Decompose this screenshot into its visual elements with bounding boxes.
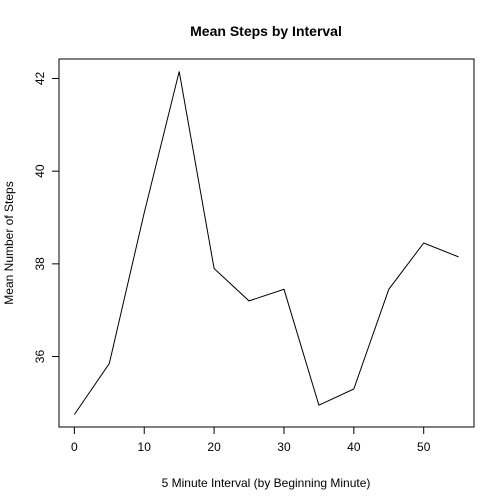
x-tick-label: 20: [207, 440, 221, 454]
y-tick-label: 42: [33, 71, 47, 85]
x-axis-label: 5 Minute Interval (by Beginning Minute): [162, 476, 371, 490]
y-axis-label: Mean Number of Steps: [2, 181, 16, 304]
chart-title: Mean Steps by Interval: [190, 23, 342, 39]
series-line: [73, 71, 459, 415]
y-tick-label: 40: [33, 164, 47, 178]
y-tick-label: 36: [33, 350, 47, 364]
x-axis: 0 10 20 30 40 50: [71, 426, 431, 454]
y-tick-label: 38: [33, 257, 47, 271]
plot-frame: [58, 58, 475, 428]
x-tick-label: 50: [417, 440, 431, 454]
x-tick-label: 10: [138, 440, 152, 454]
series-layer: [73, 71, 459, 415]
y-axis: 36 38 40 42: [33, 71, 60, 364]
x-tick-label: 30: [277, 440, 291, 454]
x-tick-label: 0: [71, 440, 78, 454]
x-tick-label: 40: [347, 440, 361, 454]
